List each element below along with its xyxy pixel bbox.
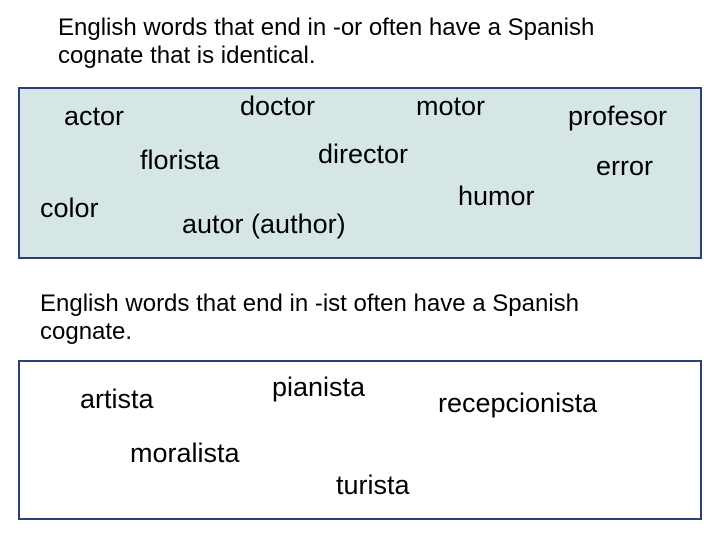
word-item: profesor [568, 101, 667, 132]
word-item: artista [80, 384, 154, 415]
word-item: pianista [272, 372, 365, 403]
word-item: florista [140, 145, 220, 176]
word-item: error [596, 151, 653, 182]
word-item: color [40, 193, 99, 224]
word-item: turista [336, 470, 410, 501]
word-item: actor [64, 101, 124, 132]
word-box-ist: artista pianista recepcionista moralista… [18, 360, 702, 520]
word-item: doctor [240, 91, 315, 122]
word-item: humor [458, 181, 535, 212]
word-item: director [318, 139, 408, 170]
intro-text-ist: English words that end in -ist often hav… [40, 290, 660, 346]
word-item: recepcionista [438, 388, 597, 419]
word-item: motor [416, 91, 485, 122]
word-item: autor (author) [182, 209, 346, 240]
word-box-or: actor doctor motor profesor florista dir… [18, 87, 702, 259]
intro-text-or: English words that end in -or often have… [58, 14, 668, 70]
word-item: moralista [130, 438, 240, 469]
